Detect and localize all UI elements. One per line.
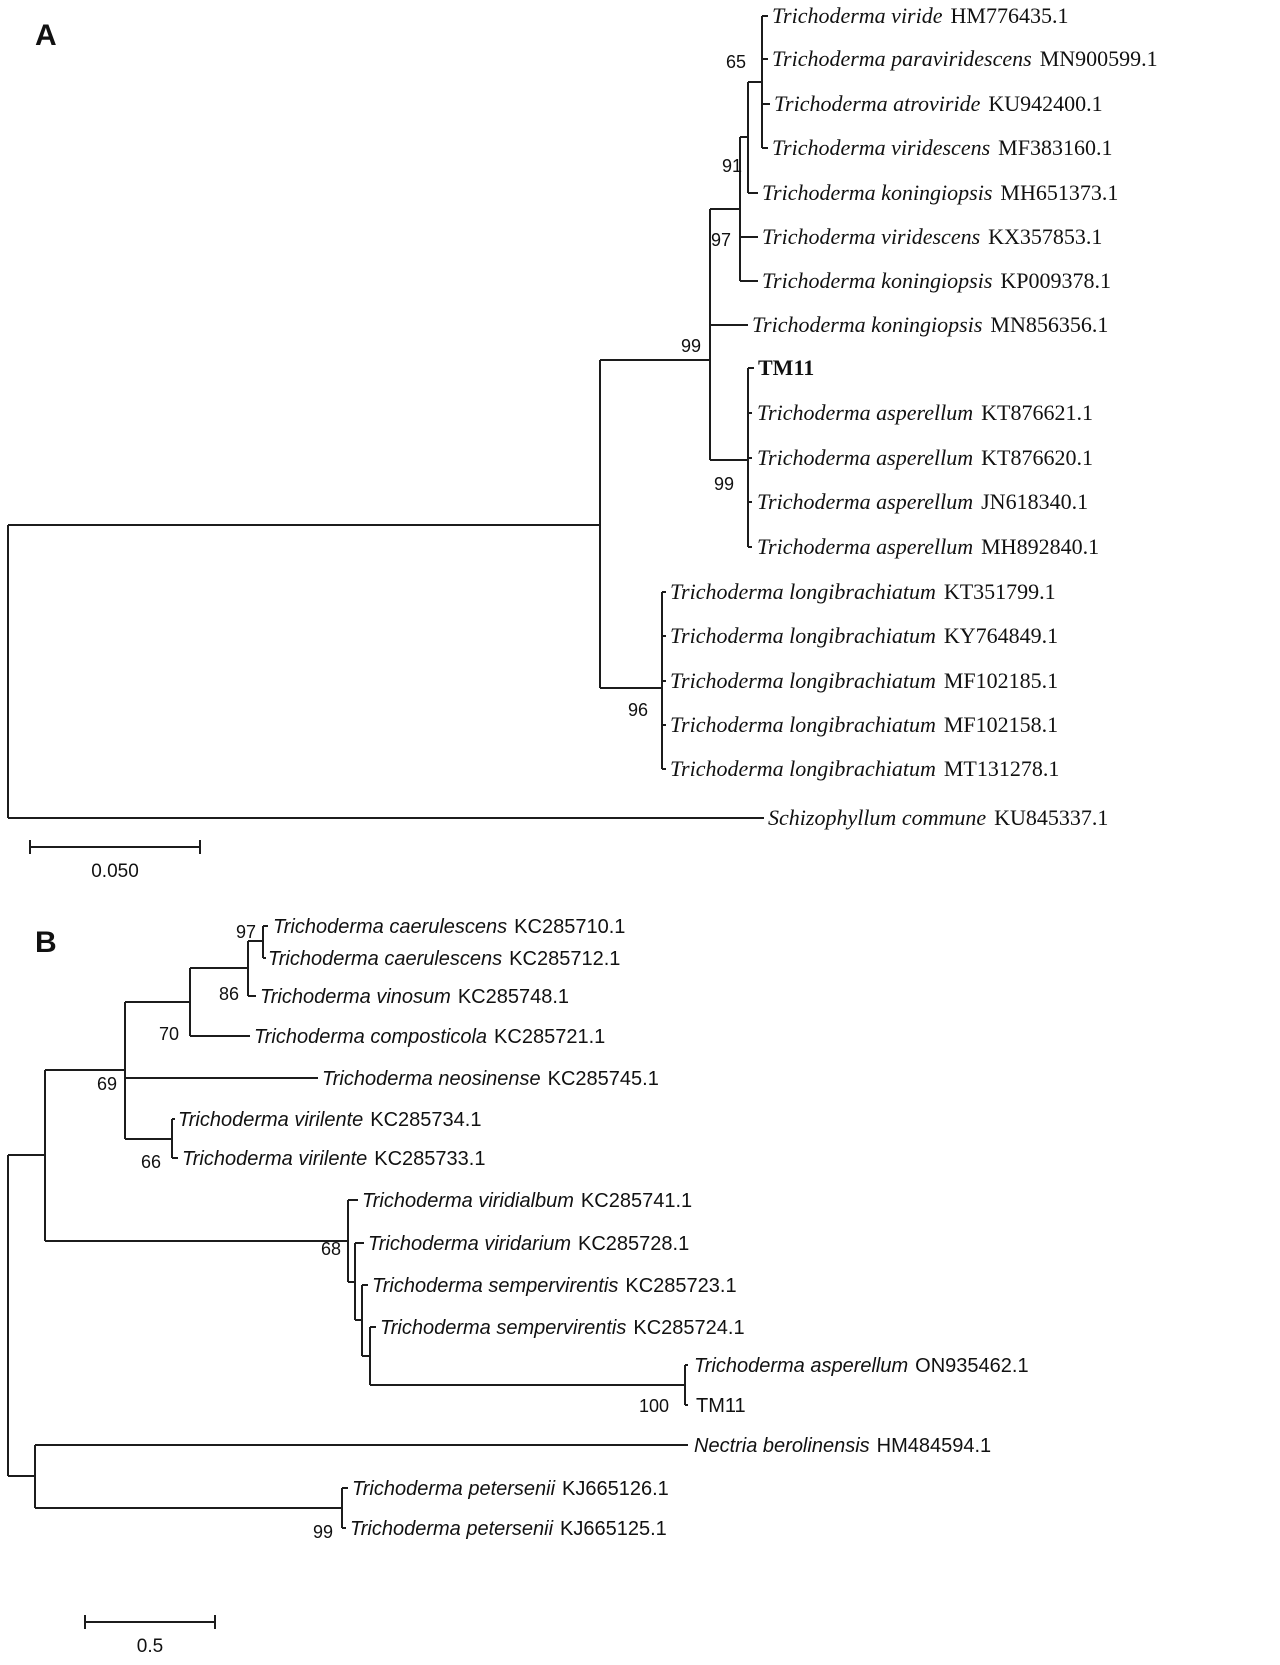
taxon-label: Trichoderma vinosum KC285748.1 <box>260 986 569 1008</box>
taxon-label: Trichoderma viride HM776435.1 <box>772 3 1068 28</box>
panel-a-scale-value: 0.050 <box>91 861 139 882</box>
bootstrap-label: 91 <box>722 156 742 176</box>
bootstrap-label: 100 <box>639 1396 669 1416</box>
taxon-label: Trichoderma atroviride KU942400.1 <box>774 91 1103 116</box>
bootstrap-label: 65 <box>726 52 746 72</box>
bootstrap-label: 97 <box>236 922 256 942</box>
taxon-label-outgroup: Nectria berolinensis HM484594.1 <box>694 1435 991 1457</box>
taxon-label: Trichoderma paraviridescens MN900599.1 <box>772 46 1158 71</box>
panel-a-scale-bar: 0.050 <box>29 840 201 882</box>
taxon-label: Trichoderma viridescens MF383160.1 <box>772 135 1112 160</box>
taxon-label: Trichoderma virilente KC285734.1 <box>178 1109 481 1131</box>
taxon-label: Trichoderma viridescens KX357853.1 <box>762 224 1102 249</box>
bootstrap-label: 86 <box>219 984 239 1004</box>
bootstrap-label: 70 <box>159 1024 179 1044</box>
bootstrap-label: 97 <box>711 230 731 250</box>
bootstrap-label: 68 <box>321 1239 341 1259</box>
taxon-label-outgroup: Schizophyllum commune KU845337.1 <box>768 805 1108 830</box>
panel-b-label: B <box>35 926 57 959</box>
panel-b-tree-branches <box>7 925 688 1529</box>
taxon-label: Trichoderma petersenii KJ665125.1 <box>350 1518 667 1540</box>
bootstrap-label: 99 <box>714 474 734 494</box>
taxon-label: Trichoderma asperellum ON935462.1 <box>694 1355 1029 1377</box>
taxon-label: Trichoderma asperellum JN618340.1 <box>757 489 1088 514</box>
panel-b-scale-value: 0.5 <box>137 1636 163 1657</box>
taxon-label: Trichoderma caerulescens KC285712.1 <box>268 948 620 970</box>
taxon-label: Trichoderma virilente KC285733.1 <box>182 1148 485 1170</box>
taxon-label: Trichoderma longibrachiatum MT131278.1 <box>670 756 1059 781</box>
bootstrap-label: 99 <box>313 1522 333 1542</box>
taxon-label: Trichoderma petersenii KJ665126.1 <box>352 1478 669 1500</box>
taxon-label: Trichoderma viridialbum KC285741.1 <box>362 1190 692 1212</box>
taxon-label: Trichoderma composticola KC285721.1 <box>254 1026 605 1048</box>
panel-a-bootstraps: 65 91 97 99 99 96 <box>628 52 746 720</box>
taxon-label-tm11: TM11 <box>696 1395 746 1417</box>
taxon-label: Trichoderma asperellum MH892840.1 <box>757 534 1099 559</box>
taxon-label: Trichoderma asperellum KT876620.1 <box>757 445 1093 470</box>
panel-a-taxa: Trichoderma viride HM776435.1 Trichoderma… <box>670 3 1158 830</box>
bootstrap-label: 66 <box>141 1152 161 1172</box>
taxon-label: Trichoderma koningiopsis MN856356.1 <box>752 312 1108 337</box>
taxon-label: Trichoderma asperellum KT876621.1 <box>757 400 1093 425</box>
taxon-label: Trichoderma koningiopsis KP009378.1 <box>762 268 1111 293</box>
taxon-label: Trichoderma longibrachiatum MF102158.1 <box>670 712 1058 737</box>
taxon-label: Trichoderma caerulescens KC285710.1 <box>273 916 625 938</box>
taxon-label-tm11: TM11 <box>758 355 814 380</box>
panel-b-scale-bar: 0.5 <box>84 1615 216 1657</box>
bootstrap-label: 96 <box>628 700 648 720</box>
taxon-label: Trichoderma sempervirentis KC285723.1 <box>372 1275 737 1297</box>
bootstrap-label: 69 <box>97 1074 117 1094</box>
panel-a-label: A <box>35 19 57 52</box>
panel-b-bootstraps: 97 86 70 69 66 68 100 99 <box>97 922 669 1542</box>
taxon-label: Trichoderma viridarium KC285728.1 <box>368 1233 689 1255</box>
bootstrap-label: 99 <box>681 336 701 356</box>
panel-a-tree-branches <box>7 15 770 819</box>
panel-b-taxa: Trichoderma caerulescens KC285710.1 Trich… <box>178 916 1029 1540</box>
taxon-label: Trichoderma longibrachiatum MF102185.1 <box>670 668 1058 693</box>
taxon-label: Trichoderma longibrachiatum KY764849.1 <box>670 623 1058 648</box>
taxon-label: Trichoderma neosinense KC285745.1 <box>322 1068 659 1090</box>
taxon-label: Trichoderma longibrachiatum KT351799.1 <box>670 579 1056 604</box>
taxon-label: Trichoderma koningiopsis MH651373.1 <box>762 180 1118 205</box>
taxon-label: Trichoderma sempervirentis KC285724.1 <box>380 1317 745 1339</box>
